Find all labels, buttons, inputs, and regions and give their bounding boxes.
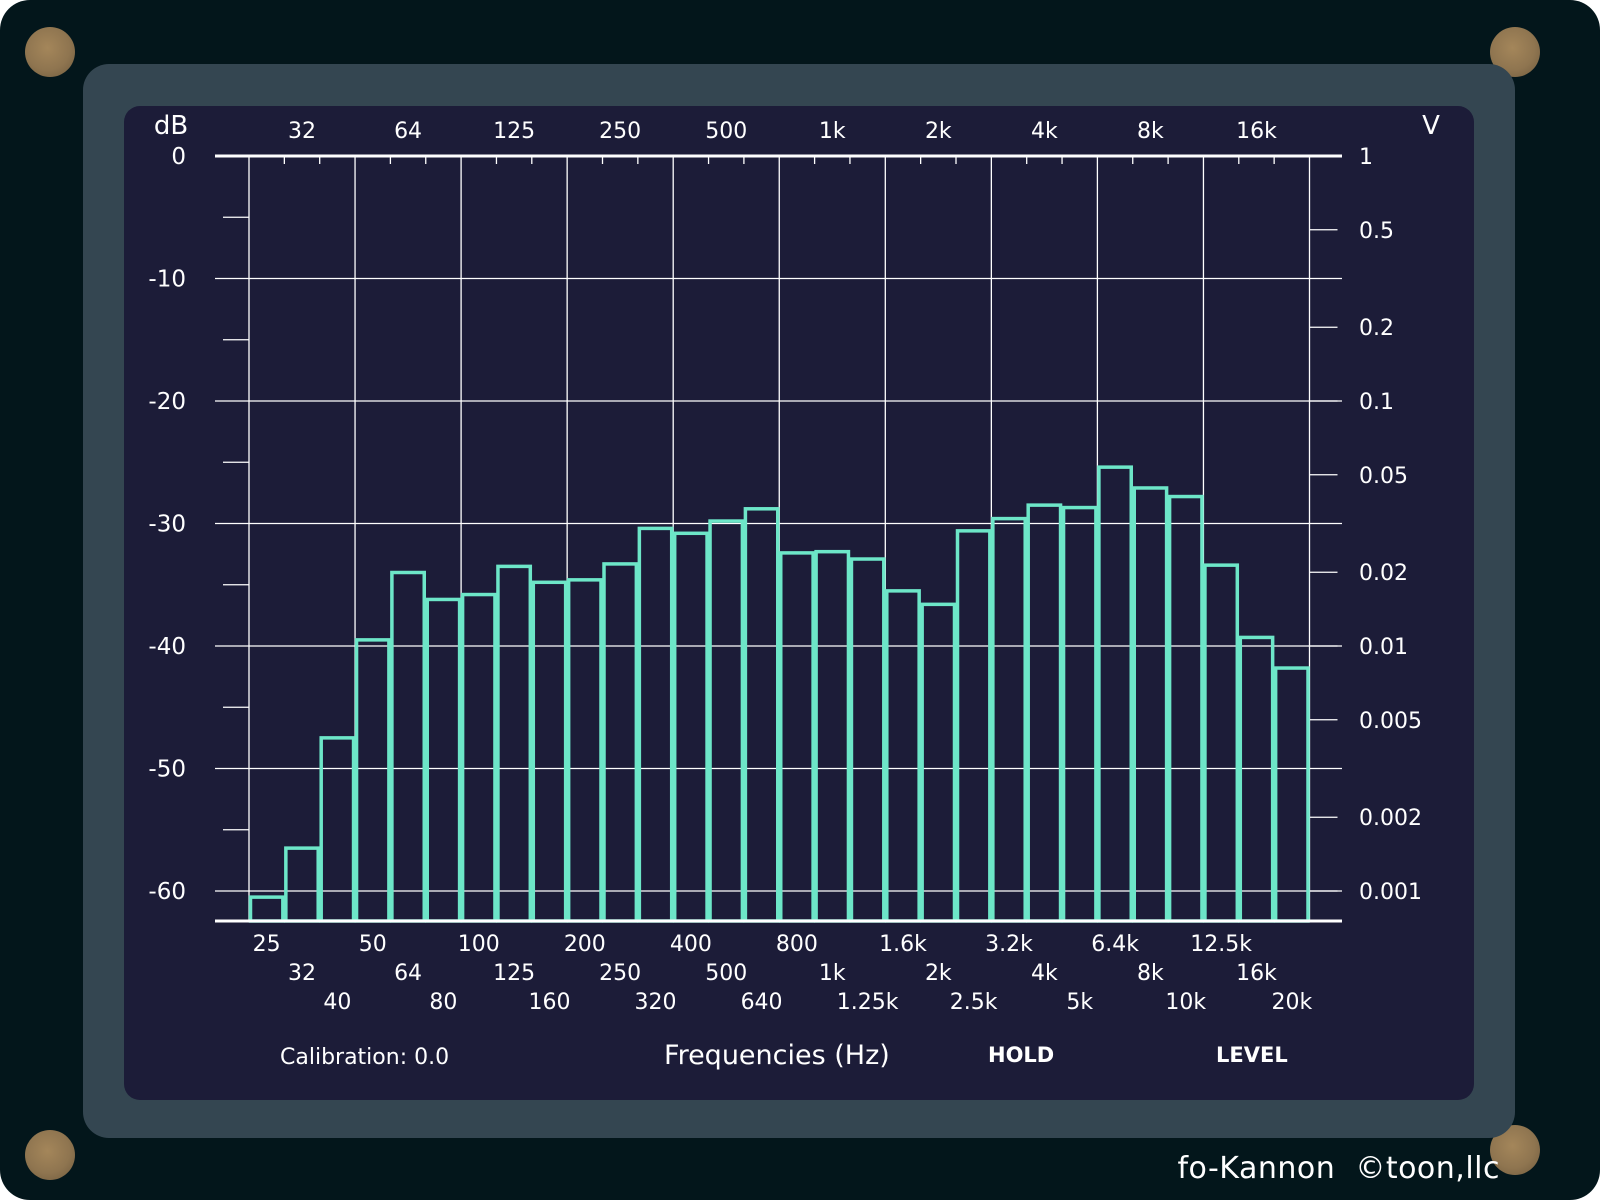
- top-tick-label: 64: [394, 119, 422, 144]
- band-label: 5k: [1066, 990, 1093, 1015]
- band-label: 2.5k: [950, 990, 998, 1015]
- left-tick-label: -60: [148, 879, 186, 905]
- top-tick-label: 16k: [1236, 119, 1277, 144]
- brand-name: fo-Kannon: [1177, 1151, 1336, 1186]
- band-label: 160: [528, 990, 570, 1015]
- top-tick-label: 4k: [1031, 119, 1058, 144]
- left-tick-label: 0: [171, 144, 186, 170]
- band-label: 1.6k: [879, 932, 927, 957]
- left-axis-labels: 0 -10 -20 -30 -40 -50 -60: [148, 144, 186, 905]
- y-axis-unit-right: V: [1422, 111, 1440, 141]
- right-tick-label: 0.1: [1359, 390, 1394, 415]
- band-label: 640: [741, 990, 783, 1015]
- x-axis-title: Frequencies (Hz): [664, 1040, 890, 1071]
- screw-top-left: [25, 27, 75, 77]
- band-label: 200: [564, 932, 606, 957]
- level-button[interactable]: LEVEL: [1216, 1043, 1288, 1067]
- left-tick-label: -40: [148, 634, 186, 660]
- top-tick-label: 2k: [925, 119, 952, 144]
- band-label: 20k: [1271, 990, 1312, 1015]
- band-label: 100: [458, 932, 500, 957]
- right-tick-label: 0.002: [1359, 806, 1422, 831]
- left-tick-label: -10: [148, 267, 186, 293]
- right-tick-label: 0.001: [1359, 880, 1422, 905]
- band-label: 125: [493, 961, 535, 986]
- band-label: 8k: [1137, 961, 1164, 986]
- band-labels: 25 32 40 50 64 80 100 125 160 200 250 320 400 500 640 8…: [253, 932, 1313, 1015]
- band-label: 64: [394, 961, 422, 986]
- axes: [215, 154, 1342, 923]
- top-tick-label: 32: [288, 119, 316, 144]
- band-label: 25: [253, 932, 281, 957]
- band-label: 250: [599, 961, 641, 986]
- right-tick-label: 0.01: [1359, 635, 1408, 660]
- band-label: 3.2k: [985, 932, 1033, 957]
- right-tick-label: 0.2: [1359, 316, 1394, 341]
- spectrum-display: dB V 32 64 125 250 500 1k 2k 4k 8k 16k 0-10-20-30…: [124, 106, 1474, 1100]
- band-label: 50: [359, 932, 387, 957]
- band-label: 2k: [925, 961, 952, 986]
- left-tick-label: -20: [148, 389, 186, 415]
- band-label: 16k: [1236, 961, 1277, 986]
- brand-footer: fo-Kannon ©toon,llc: [1178, 1151, 1501, 1186]
- hold-button[interactable]: HOLD: [988, 1043, 1054, 1067]
- right-tick-label: 0.05: [1359, 464, 1408, 489]
- screw-bottom-left: [25, 1130, 75, 1180]
- right-tick-label: 0.005: [1359, 709, 1422, 734]
- copyright-text: ©toon,llc: [1355, 1151, 1500, 1186]
- right-tick-label: 0.5: [1359, 219, 1394, 244]
- top-tick-label: 125: [493, 119, 535, 144]
- band-label: 320: [635, 990, 677, 1015]
- calibration-readout: Calibration: 0.0: [280, 1045, 449, 1070]
- band-label: 80: [429, 990, 457, 1015]
- band-label: 12.5k: [1190, 932, 1252, 957]
- left-tick-label: -50: [148, 757, 186, 783]
- top-tick-label: 8k: [1137, 119, 1164, 144]
- right-tick-label: 0.02: [1359, 561, 1408, 586]
- right-axis-labels: 1 0.5 0.2 0.1 0.05 0.02 0.01 0.005 0.002 0.001: [1359, 145, 1422, 905]
- top-tick-label: 500: [705, 119, 747, 144]
- band-label: 400: [670, 932, 712, 957]
- band-label: 4k: [1031, 961, 1058, 986]
- y-axis-unit-left: dB: [154, 111, 188, 141]
- band-label: 32: [288, 961, 316, 986]
- band-label: 1k: [819, 961, 846, 986]
- band-label: 500: [705, 961, 747, 986]
- top-axis-labels: 32 64 125 250 500 1k 2k 4k 8k 16k: [288, 119, 1277, 144]
- right-tick-label: 1: [1359, 145, 1373, 170]
- top-tick-label: 250: [599, 119, 641, 144]
- band-label: 40: [323, 990, 351, 1015]
- left-tick-label: -30: [148, 512, 186, 538]
- band-label: 1.25k: [837, 990, 899, 1015]
- top-tick-label: 1k: [819, 119, 846, 144]
- band-label: 10k: [1165, 990, 1206, 1015]
- band-label: 800: [776, 932, 818, 957]
- band-label: 6.4k: [1091, 932, 1139, 957]
